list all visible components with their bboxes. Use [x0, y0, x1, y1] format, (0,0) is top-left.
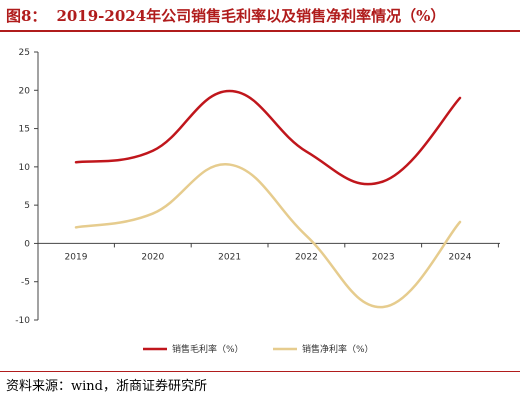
chart-series: [75, 90, 462, 309]
figure-title: 图8： 2019-2024年公司销售毛利率以及销售净利率情况（%）: [6, 4, 514, 28]
x-tick-label: 2019: [65, 252, 88, 262]
y-tick-label: -5: [21, 278, 30, 288]
chart-axes: -10 -5 0 5 10 15 20 25 2019 2020 2021 2022 2023 2024: [15, 48, 500, 326]
legend-label-1: 销售毛利率（%）: [172, 343, 244, 355]
y-tick-label: 10: [19, 163, 31, 173]
x-tick-label: 2020: [141, 252, 164, 262]
y-tick-label: 0: [24, 239, 30, 249]
legend-label-2: 销售净利率（%）: [302, 343, 374, 355]
y-tick-label: 25: [19, 48, 30, 58]
series-line-2: [76, 164, 460, 307]
x-tick-label: 2022: [295, 252, 318, 262]
x-tick-label: 2024: [449, 252, 472, 262]
y-tick-label: 15: [19, 125, 30, 135]
source-rule: [0, 371, 520, 372]
source-note: 资料来源：wind，浙商证券研究所: [6, 376, 514, 398]
y-tick-label: 5: [24, 201, 30, 211]
x-tick-label: 2021: [218, 252, 241, 262]
y-tick-label: 20: [19, 86, 31, 96]
series-line-1: [76, 91, 460, 184]
figure-number: 图8：: [6, 7, 46, 25]
figure-title-text: 2019-2024年公司销售毛利率以及销售净利率情况（%）: [56, 7, 445, 25]
chart-legend: 销售毛利率（%） 销售净利率（%）: [143, 343, 374, 355]
y-tick-label: -10: [15, 316, 30, 326]
x-tick-label: 2023: [372, 252, 395, 262]
